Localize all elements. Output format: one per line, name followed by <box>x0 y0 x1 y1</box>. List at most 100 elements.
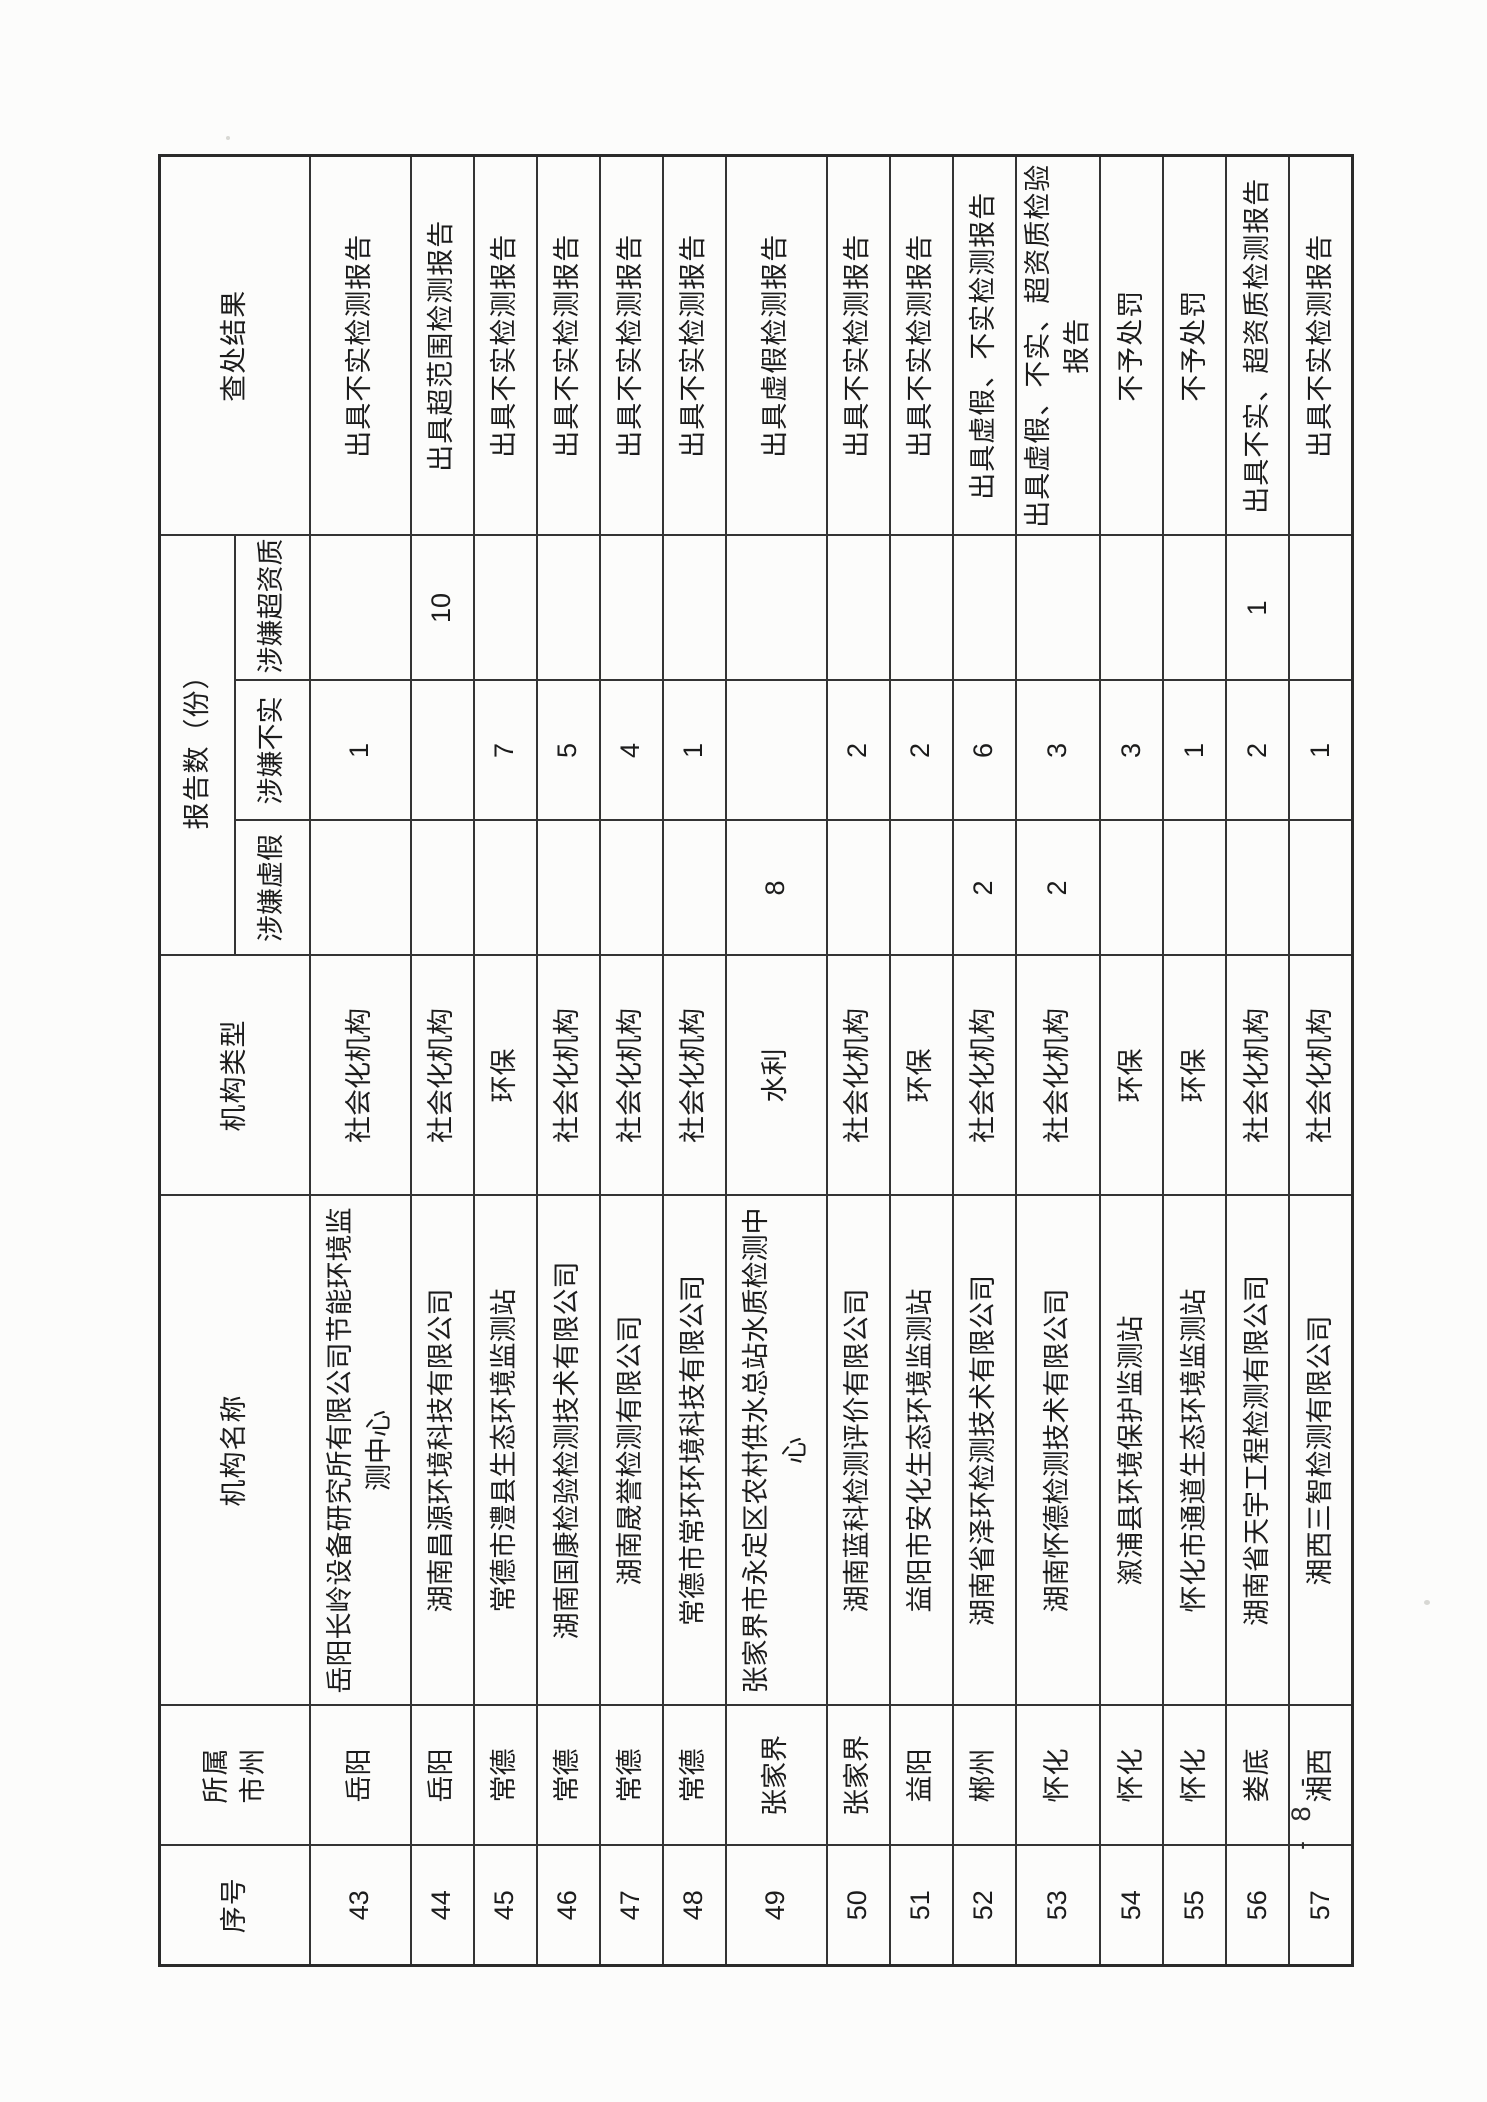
cell-suspected-false <box>826 820 890 956</box>
table-row: 52 郴州 湖南省泽环检测技术有限公司 社会化机构 2 6 出具虚假、不实检测报告 <box>952 155 1016 1966</box>
table-row: 44 岳阳 湖南昌源环境科技有限公司 社会化机构 10 出具超范围检测报告 <box>410 155 474 1966</box>
cell-name: 湖南蓝科检测评价有限公司 <box>826 1195 890 1706</box>
header-report-count-group: 报告数（份） <box>159 535 235 956</box>
cell-suspected-false <box>309 820 411 956</box>
cell-city: 怀化 <box>1099 1705 1163 1846</box>
cell-type: 环保 <box>1099 955 1163 1196</box>
cell-result: 出具不实检测报告 <box>599 155 663 536</box>
cell-name: 怀化市通道生态环境监测站 <box>1162 1195 1226 1706</box>
cell-suspected-untrue: 2 <box>826 680 890 821</box>
cell-city: 怀化 <box>1015 1705 1100 1846</box>
cell-result: 出具超范围检测报告 <box>410 155 474 536</box>
cell-no: 50 <box>826 1845 890 1966</box>
cell-suspected-false <box>662 820 726 956</box>
header-suspected-untrue: 涉嫌不实 <box>234 680 310 821</box>
cell-result: 出具虚假、不实、超资质检验报告 <box>1015 155 1100 536</box>
cell-result: 出具不实检测报告 <box>473 155 537 536</box>
cell-name: 湖南昌源环境科技有限公司 <box>410 1195 474 1706</box>
cell-suspected-false <box>410 820 474 956</box>
cell-city: 岳阳 <box>309 1705 411 1846</box>
cell-name: 湖南怀德检测技术有限公司 <box>1015 1195 1100 1706</box>
cell-city: 常德 <box>536 1705 600 1846</box>
header-no: 序号 <box>159 1845 310 1966</box>
cell-type: 社会化机构 <box>1288 955 1353 1196</box>
cell-suspected-beyond-qualification <box>889 535 953 681</box>
cell-suspected-beyond-qualification <box>1162 535 1226 681</box>
cell-suspected-untrue <box>410 680 474 821</box>
cell-no: 46 <box>536 1845 600 1966</box>
cell-name: 湖南省泽环检测技术有限公司 <box>952 1195 1016 1706</box>
cell-name: 溆浦县环境保护监测站 <box>1099 1195 1163 1706</box>
cell-city: 怀化 <box>1162 1705 1226 1846</box>
cell-suspected-false <box>1288 820 1353 956</box>
cell-suspected-untrue: 1 <box>309 680 411 821</box>
table-header: 序号 所属市州 机构名称 机构类型 报告数（份） 查处结果 涉嫌虚假 涉嫌不实 … <box>159 155 310 1966</box>
cell-suspected-beyond-qualification: 10 <box>410 535 474 681</box>
cell-suspected-untrue: 2 <box>1225 680 1289 821</box>
cell-suspected-beyond-qualification <box>473 535 537 681</box>
table-row: 49 张家界 张家界市永定区农村供水总站水质检测中心 水利 8 出具虚假检测报告 <box>725 155 827 1966</box>
rotated-table-sheet: 序号 所属市州 机构名称 机构类型 报告数（份） 查处结果 涉嫌虚假 涉嫌不实 … <box>158 153 1354 1967</box>
cell-suspected-untrue <box>725 680 827 821</box>
table-row: 54 怀化 溆浦县环境保护监测站 环保 3 不予处罚 <box>1099 155 1163 1966</box>
cell-no: 48 <box>662 1845 726 1966</box>
header-type: 机构类型 <box>159 955 310 1196</box>
cell-suspected-false <box>473 820 537 956</box>
cell-name: 常德市常环环境科技有限公司 <box>662 1195 726 1706</box>
cell-name: 张家界市永定区农村供水总站水质检测中心 <box>725 1195 827 1706</box>
cell-name: 湖南晟誉检测有限公司 <box>599 1195 663 1706</box>
table-body: 43 岳阳 岳阳长岭设备研究所有限公司节能环境监测中心 社会化机构 1 出具不实检测报告 4… <box>309 155 1353 1966</box>
cell-suspected-untrue: 4 <box>599 680 663 821</box>
cell-city: 益阳 <box>889 1705 953 1846</box>
cell-type: 环保 <box>889 955 953 1196</box>
cell-suspected-beyond-qualification <box>309 535 411 681</box>
cell-city: 岳阳 <box>410 1705 474 1846</box>
cell-result: 出具不实检测报告 <box>889 155 953 536</box>
cell-result: 出具不实检测报告 <box>1288 155 1353 536</box>
cell-no: 44 <box>410 1845 474 1966</box>
scan-speckle <box>226 136 230 140</box>
cell-type: 社会化机构 <box>1015 955 1100 1196</box>
cell-name: 常德市澧县生态环境监测站 <box>473 1195 537 1706</box>
table-row: 50 张家界 湖南蓝科检测评价有限公司 社会化机构 2 出具不实检测报告 <box>826 155 890 1966</box>
cell-result: 出具不实检测报告 <box>662 155 726 536</box>
cell-suspected-untrue: 7 <box>473 680 537 821</box>
scan-speckle <box>1424 1600 1430 1605</box>
cell-suspected-false <box>889 820 953 956</box>
cell-city: 常德 <box>473 1705 537 1846</box>
cell-result: 出具虚假、不实检测报告 <box>952 155 1016 536</box>
cell-type: 社会化机构 <box>826 955 890 1196</box>
page-number: - 8 - <box>1286 1772 1316 1851</box>
table-row: 57 湘西 湘西三智检测有限公司 社会化机构 1 出具不实检测报告 <box>1288 155 1353 1966</box>
cell-suspected-untrue: 1 <box>1288 680 1353 821</box>
cell-suspected-beyond-qualification <box>1099 535 1163 681</box>
cell-city: 常德 <box>662 1705 726 1846</box>
table-row: 55 怀化 怀化市通道生态环境监测站 环保 1 不予处罚 <box>1162 155 1226 1966</box>
header-suspected-false: 涉嫌虚假 <box>234 820 310 956</box>
cell-suspected-false <box>1225 820 1289 956</box>
cell-suspected-false: 2 <box>952 820 1016 956</box>
cell-suspected-untrue: 3 <box>1099 680 1163 821</box>
cell-no: 52 <box>952 1845 1016 1966</box>
cell-result: 出具不实检测报告 <box>826 155 890 536</box>
cell-name: 岳阳长岭设备研究所有限公司节能环境监测中心 <box>309 1195 411 1706</box>
cell-result: 出具不实检测报告 <box>536 155 600 536</box>
cell-city: 常德 <box>599 1705 663 1846</box>
table-row: 45 常德 常德市澧县生态环境监测站 环保 7 出具不实检测报告 <box>473 155 537 1966</box>
cell-type: 社会化机构 <box>662 955 726 1196</box>
cell-suspected-false <box>1099 820 1163 956</box>
inspection-results-table: 序号 所属市州 机构名称 机构类型 报告数（份） 查处结果 涉嫌虚假 涉嫌不实 … <box>158 153 1354 1967</box>
cell-suspected-false <box>1162 820 1226 956</box>
cell-result: 不予处罚 <box>1099 155 1163 536</box>
header-result: 查处结果 <box>159 155 310 536</box>
cell-suspected-false <box>536 820 600 956</box>
table-row: 47 常德 湖南晟誉检测有限公司 社会化机构 4 出具不实检测报告 <box>599 155 663 1966</box>
cell-type: 社会化机构 <box>309 955 411 1196</box>
header-suspected-beyond-qualification: 涉嫌超资质 <box>234 535 310 681</box>
cell-city: 张家界 <box>725 1705 827 1846</box>
cell-result: 出具不实、超资质检测报告 <box>1225 155 1289 536</box>
cell-suspected-false: 2 <box>1015 820 1100 956</box>
cell-suspected-untrue: 1 <box>662 680 726 821</box>
header-name: 机构名称 <box>159 1195 310 1706</box>
cell-no: 49 <box>725 1845 827 1966</box>
